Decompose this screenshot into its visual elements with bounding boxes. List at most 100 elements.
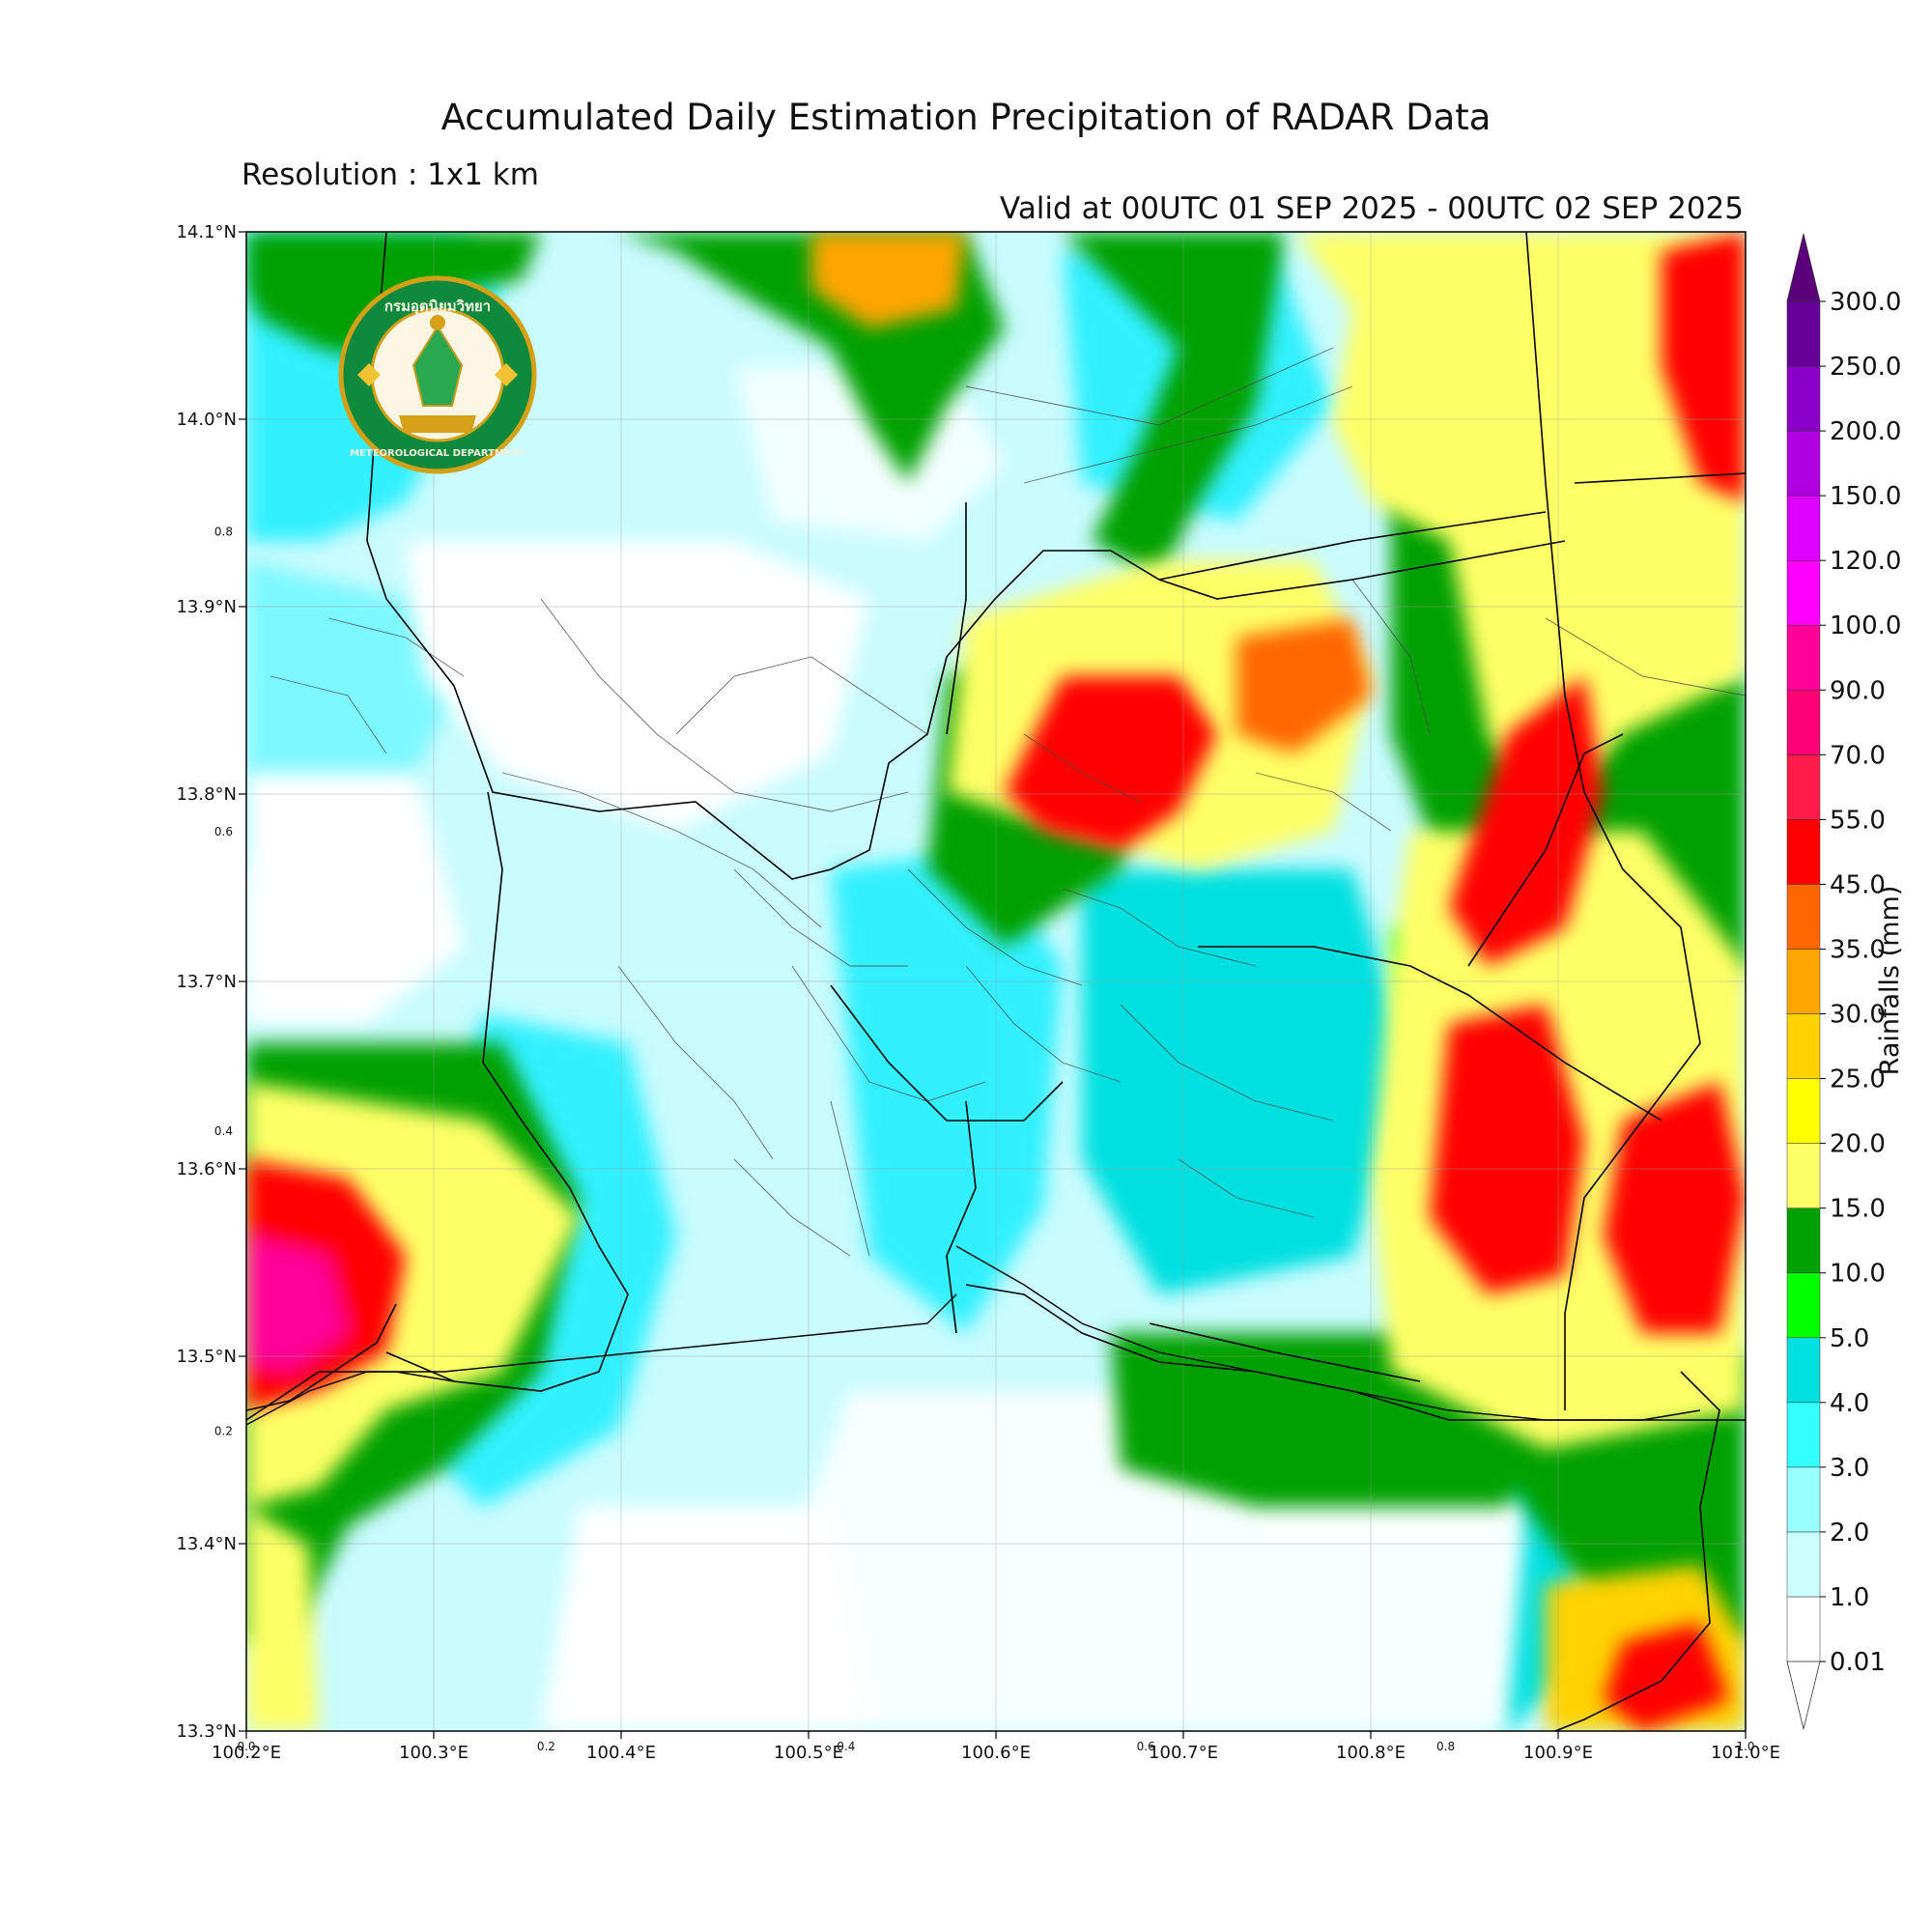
colorbar-level-label: 300.0 [1830, 288, 1901, 317]
cyan-patch-center [831, 850, 1063, 1333]
green-patch-n2 [1063, 232, 1285, 580]
colorbar-segment [1786, 1466, 1821, 1533]
colorbar-segment [1786, 754, 1821, 820]
lat-tick-label: 14.0°N [176, 410, 237, 430]
colorbar-level-label: 250.0 [1830, 353, 1901, 382]
red-patch-se-corner [1604, 1623, 1729, 1731]
red-patch-east-lower [1430, 1005, 1584, 1294]
orange-patch-n [811, 232, 966, 328]
logo-thai-text: กรมอุตุนิยมวิทยา [384, 298, 491, 316]
logo-english-text: METEOROLOGICAL DEPARTMENT [350, 448, 526, 459]
lat-tick-label: 13.3°N [176, 1721, 237, 1742]
longitude-axis: 100.2°E 100.3°E 100.4°E 100.5°E 100.6°E 100.7… [212, 1731, 1780, 1763]
frac-x-tick-label: 0.0 [237, 1740, 255, 1753]
meteorological-department-logo: กรมอุตุนิยมวิทยา METEOROLOGICAL DEPARTME… [338, 275, 537, 474]
colorbar-label: Rainfalls (mm) [1875, 886, 1905, 1076]
colorbar-level-label: 150.0 [1830, 482, 1901, 511]
colorbar-level-label: 200.0 [1830, 417, 1901, 446]
frac-y-tick-label: 0.2 [214, 1425, 233, 1438]
colorbar-segment [1786, 949, 1821, 1014]
red-patch-ne [1662, 232, 1746, 502]
valid-time-label: Valid at 00UTC 01 SEP 2025 - 00UTC 02 SE… [1000, 191, 1744, 226]
colorbar-segment [1786, 1272, 1821, 1339]
frac-x-tick-label: 0.8 [1436, 1740, 1455, 1753]
colorbar-level-label: 20.0 [1830, 1130, 1886, 1159]
colorbar-segment [1786, 1013, 1821, 1079]
colorbar-level-label: 30.0 [1830, 1001, 1886, 1030]
colorbar-level-label: 15.0 [1830, 1195, 1886, 1224]
colorbar-segment [1786, 884, 1821, 950]
lon-tick-label: 100.4°E [586, 1743, 656, 1763]
frac-x-tick-label: 1.0 [1736, 1740, 1754, 1753]
colorbar-segment [1786, 1402, 1821, 1468]
lat-tick-label: 13.8°N [176, 784, 237, 805]
colorbar-level-label: 120.0 [1830, 547, 1901, 576]
colorbar-level-label: 4.0 [1830, 1389, 1869, 1418]
frac-y-tick-label: 0.6 [214, 825, 233, 838]
colorbar-level-label: 90.0 [1830, 676, 1886, 705]
colorbar-segment [1786, 495, 1821, 561]
yellow-patch-ne [1294, 232, 1746, 831]
colorbar-segment [1786, 690, 1821, 755]
lat-tick-label: 13.7°N [176, 972, 237, 992]
fraction-axis: 0.0 0.2 0.4 0.6 0.8 1.0 0.8 0.6 0.4 0.2 [214, 525, 1755, 1753]
lon-tick-label: 100.5°E [774, 1743, 843, 1763]
lat-tick-label: 13.9°N [176, 597, 237, 617]
colorbar-segment [1786, 1078, 1821, 1144]
colorbar-level-label: 55.0 [1830, 806, 1886, 835]
colorbar-level-label: 5.0 [1830, 1324, 1869, 1353]
lon-tick-label: 100.7°E [1149, 1743, 1218, 1763]
colorbar-level-label: 35.0 [1830, 935, 1886, 964]
latitude-axis: 14.1°N 14.0°N 13.9°N 13.8°N 13.7°N 13.6°N 13.5… [176, 222, 246, 1742]
frac-y-tick-label: 0.8 [214, 525, 233, 538]
lon-tick-label: 101.0°E [1711, 1743, 1780, 1763]
magenta-patch-sw [246, 1236, 348, 1372]
colorbar-max-extend [1786, 233, 1821, 302]
chart-title: Accumulated Daily Estimation Precipitati… [440, 97, 1492, 138]
lon-tick-label: 100.2°E [212, 1743, 281, 1763]
colorbar-level-label: 1.0 [1830, 1583, 1869, 1612]
red-patch-far-east [1604, 1082, 1746, 1333]
colorbar-segment [1786, 365, 1821, 432]
colorbar-segment [1786, 819, 1821, 885]
lon-tick-label: 100.3°E [399, 1743, 469, 1763]
colorbar-level-label: 100.0 [1830, 611, 1901, 640]
coastline [245, 1245, 1701, 1426]
white-patch-gulf-west [541, 1507, 869, 1731]
district-boundaries [270, 347, 1747, 1257]
colorbar-level-label: 2.0 [1830, 1519, 1869, 1548]
yellow-patch-sw-corner [246, 1507, 319, 1731]
colorbar-level-label: 45.0 [1830, 870, 1886, 899]
white-patch-west [246, 773, 464, 1024]
colorbar-segment [1786, 430, 1821, 497]
lat-tick-label: 13.4°N [176, 1534, 237, 1554]
colorbar-segment [1786, 559, 1821, 626]
colorbar-segment [1786, 300, 1821, 367]
colorbar-level-label: 25.0 [1830, 1065, 1886, 1094]
lat-tick-label: 13.5°N [176, 1347, 237, 1367]
colorbar-level-label: 0.01 [1830, 1648, 1886, 1677]
lat-tick-label: 14.1°N [176, 222, 237, 242]
lon-tick-label: 100.9°E [1523, 1743, 1593, 1763]
colorbar-segment [1786, 1337, 1821, 1404]
white-patch-north [406, 541, 869, 831]
red-patch-east-upper [1449, 676, 1604, 966]
lon-tick-label: 100.8°E [1336, 1743, 1406, 1763]
orange-patch-center [1236, 618, 1372, 753]
red-band-layer [246, 232, 1746, 1731]
gridlines [246, 232, 1746, 1731]
frac-x-tick-label: 0.6 [1137, 1740, 1155, 1753]
colorbar-segment [1786, 1531, 1821, 1598]
colorbar-segment [1786, 1596, 1821, 1662]
colorbar-level-label: 10.0 [1830, 1260, 1886, 1289]
colorbar-segment [1786, 1143, 1821, 1208]
colorbar-segment [1786, 1208, 1821, 1273]
red-patch-center [1005, 676, 1217, 850]
frac-y-tick-label: 0.4 [214, 1124, 233, 1138]
colorbar-segment [1786, 624, 1821, 691]
colorbar-min-extend [1786, 1661, 1821, 1730]
cyan-patch-east [1082, 869, 1410, 1294]
colorbar-level-label: 3.0 [1830, 1454, 1869, 1483]
frac-x-tick-label: 0.4 [837, 1740, 855, 1753]
